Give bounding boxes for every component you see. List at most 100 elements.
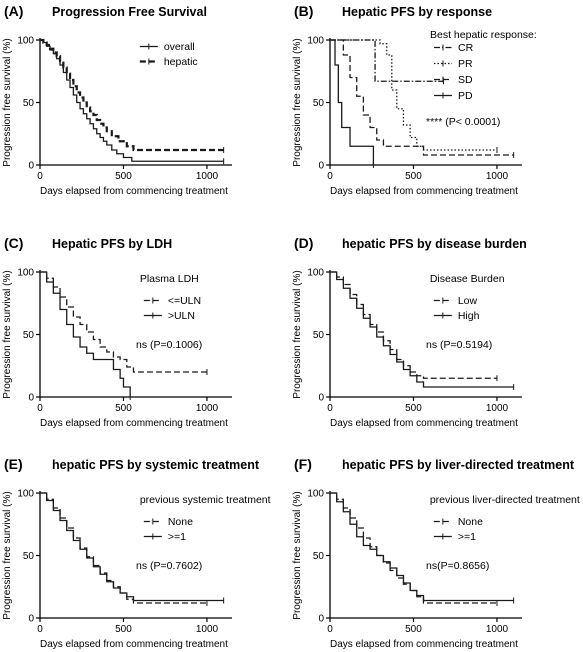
series-line [330,271,497,379]
x-axis-label: Days elapsed from commencing treatment [330,418,518,429]
y-tick-label: 50 [23,551,35,562]
legend-title: Plasma LDH [140,273,199,285]
p-value-annotation: ns (P=0.1006) [136,339,202,351]
x-tick-label: 500 [115,624,132,635]
chart-title: hepatic PFS by systemic treatment [52,458,260,472]
legend-label: >ULN [168,310,195,322]
legend-label: SD [458,74,473,86]
y-tick-label: 0 [28,161,34,172]
y-tick-label: 0 [318,393,324,404]
panel-label: (A) [4,3,23,19]
panel-label: (F) [294,456,312,472]
x-tick-label: 500 [115,403,132,414]
x-tick-label: 1000 [196,171,219,182]
x-tick-label: 0 [37,624,43,635]
x-tick-label: 1000 [486,624,509,635]
p-value-annotation: ns(P=0.8656) [426,560,489,572]
y-tick-label: 0 [318,614,324,625]
y-axis-label: Progression free survival (%) [292,270,303,398]
chart-title: hepatic PFS by liver-directed treatment [342,458,575,472]
legend-label: >=1 [458,531,476,543]
legend-label: PD [458,90,473,102]
chart-panel: (F) hepatic PFS by liver-directed treatme… [292,456,580,650]
chart-title: Hepatic PFS by response [342,5,492,19]
series-line [40,492,224,602]
legend-label: <=ULN [168,295,201,307]
x-tick-label: 500 [405,624,422,635]
legend-label: Low [458,295,478,307]
y-axis-label: Progression free survival (%) [2,270,13,398]
x-tick-label: 500 [115,171,132,182]
chart-title: hepatic PFS by disease burden [342,237,527,251]
x-tick-label: 1000 [196,624,219,635]
series-line [330,39,444,82]
x-tick-label: 1000 [486,403,509,414]
chart-title: Progression Free Survival [52,5,207,19]
series-line [40,492,207,604]
legend-title: previous systemic treatment [140,494,271,506]
x-tick-label: 0 [37,171,43,182]
series-line [40,38,224,152]
legend-label: >=1 [168,531,186,543]
y-tick-label: 100 [17,36,34,47]
y-tick-label: 50 [23,330,35,341]
legend-title: Best hepatic response: [430,29,537,41]
series-line [40,39,224,162]
x-axis-label: Days elapsed from commencing treatment [40,186,228,197]
legend-label: None [168,516,193,528]
series-line [40,271,207,373]
x-tick-label: 0 [327,171,333,182]
legend-label: hepatic [164,56,198,68]
series-line [330,271,514,388]
panel-label: (D) [294,235,313,251]
series-line [40,271,131,397]
x-axis-label: Days elapsed from commencing treatment [330,186,518,197]
x-tick-label: 500 [405,403,422,414]
y-tick-label: 100 [307,268,324,279]
y-tick-label: 50 [313,551,325,562]
series-line [330,492,514,602]
x-tick-label: 0 [327,624,333,635]
legend-label: None [458,516,483,528]
x-tick-label: 1000 [196,403,219,414]
p-value-annotation: ns (P=0.7602) [136,560,202,572]
chart-title: Hepatic PFS by LDH [52,237,172,251]
legend-label: PR [458,58,473,70]
y-tick-label: 100 [307,489,324,500]
panel-label: (E) [4,456,23,472]
legend-label: CR [458,42,474,54]
panel-label: (C) [4,235,23,251]
x-axis-label: Days elapsed from commencing treatment [330,639,518,650]
y-axis-label: Progression free survival (%) [292,491,303,619]
y-tick-label: 100 [307,36,324,47]
y-tick-label: 50 [313,98,325,109]
y-axis-label: Progression free survival (%) [2,491,13,619]
x-tick-label: 0 [37,403,43,414]
x-axis-label: Days elapsed from commencing treatment [40,639,228,650]
series-line [330,492,497,604]
y-tick-label: 0 [28,614,34,625]
series-line [330,39,514,156]
y-tick-label: 100 [17,489,34,500]
y-tick-label: 50 [23,98,35,109]
x-tick-label: 500 [405,171,422,182]
series-line [330,39,375,165]
y-tick-label: 0 [318,161,324,172]
y-tick-label: 0 [28,393,34,404]
y-tick-label: 100 [17,268,34,279]
y-axis-label: Progression free survival (%) [2,38,13,166]
legend-title: previous liver-directed treatment [430,494,580,506]
legend-label: High [458,310,480,322]
x-axis-label: Days elapsed from commencing treatment [40,418,228,429]
p-value-annotation: **** (P< 0.0001) [426,116,500,128]
x-tick-label: 0 [327,403,333,414]
chart-panel: (E) hepatic PFS by systemic treatment 0 50 1… [2,456,271,650]
legend-label: overall [164,41,195,53]
p-value-annotation: ns (P=0.5194) [426,339,492,351]
legend-title: Disease Burden [430,273,505,285]
